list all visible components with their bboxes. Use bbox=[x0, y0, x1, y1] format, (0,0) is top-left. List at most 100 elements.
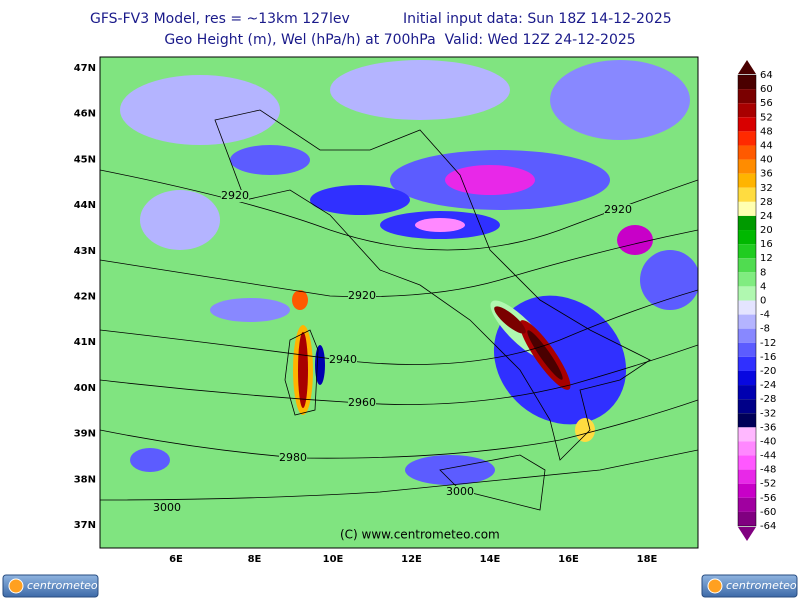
colorbar-top bbox=[738, 60, 756, 74]
colorbar-label: 36 bbox=[760, 169, 773, 180]
colorbar-label: -56 bbox=[760, 493, 776, 504]
lat-label: 38N bbox=[74, 474, 96, 485]
lon-label: 10E bbox=[323, 554, 344, 565]
colorbar-label: -48 bbox=[760, 465, 776, 476]
colorbar-label: 16 bbox=[760, 239, 773, 250]
colorbar-band bbox=[738, 159, 756, 174]
colorbar-label: 0 bbox=[760, 296, 766, 307]
colorbar-band bbox=[738, 385, 756, 400]
colorbar-band bbox=[738, 145, 756, 160]
colorbar-label: 40 bbox=[760, 155, 773, 166]
contour-label: 2960 bbox=[348, 396, 376, 409]
colorbar-label: -60 bbox=[760, 507, 776, 518]
colorbar-band bbox=[738, 399, 756, 414]
colorbar-band bbox=[738, 187, 756, 202]
colorbar-bottom bbox=[738, 527, 756, 541]
colorbar-band bbox=[738, 89, 756, 104]
colorbar-label: -24 bbox=[760, 380, 776, 391]
colorbar-band bbox=[738, 413, 756, 428]
colorbar-label: -28 bbox=[760, 394, 776, 405]
colorbar-label: 28 bbox=[760, 197, 773, 208]
colorbar-band bbox=[738, 356, 756, 371]
colorbar-band bbox=[738, 511, 756, 526]
lon-label: 14E bbox=[480, 554, 501, 565]
logo-text: centrometeo bbox=[726, 579, 797, 592]
contour-label-bg bbox=[604, 204, 632, 216]
colorbar-label: 20 bbox=[760, 225, 773, 236]
contour-label-bg bbox=[348, 397, 376, 409]
lat-label: 41N bbox=[74, 337, 96, 348]
colorbar-label: -16 bbox=[760, 352, 776, 363]
lat-label: 40N bbox=[74, 383, 96, 394]
colorbar-label: 8 bbox=[760, 267, 766, 278]
lat-label: 47N bbox=[74, 63, 96, 74]
contour-label: 2920 bbox=[604, 203, 632, 216]
init-title: Initial input data: Sun 18Z 14-12-2025 bbox=[403, 11, 672, 27]
logo-left: centrometeo bbox=[2, 574, 99, 598]
lat-label: 45N bbox=[74, 154, 96, 165]
colorbar-label: -40 bbox=[760, 436, 776, 447]
colorbar-label: 48 bbox=[760, 126, 773, 137]
contour-label: 2920 bbox=[348, 289, 376, 302]
colorbar-band bbox=[738, 131, 756, 146]
colorbar-band bbox=[738, 497, 756, 512]
colorbar-label: -36 bbox=[760, 422, 776, 433]
lat-label: 37N bbox=[74, 520, 96, 531]
contour-label-bg bbox=[348, 290, 376, 302]
colorbar-label: -64 bbox=[760, 521, 776, 532]
colorbar-band bbox=[738, 328, 756, 343]
lat-label: 43N bbox=[74, 246, 96, 257]
lon-label: 18E bbox=[637, 554, 658, 565]
logo-right: centrometeo bbox=[701, 574, 798, 598]
contour-label: 2940 bbox=[329, 353, 357, 366]
colorbar-label: -44 bbox=[760, 451, 776, 462]
contour-label-bg bbox=[446, 486, 474, 498]
colorbar-band bbox=[738, 230, 756, 245]
lat-label: 46N bbox=[74, 109, 96, 120]
lat-label: 44N bbox=[74, 200, 96, 211]
contour-label-bg bbox=[221, 190, 249, 202]
colorbar-band bbox=[738, 427, 756, 442]
colorbar-label: 64 bbox=[760, 70, 773, 81]
colorbar-band bbox=[738, 244, 756, 259]
colorbar-band bbox=[738, 286, 756, 301]
colorbar-label: -20 bbox=[760, 366, 776, 377]
colorbar-band bbox=[738, 258, 756, 273]
colorbar-band bbox=[738, 300, 756, 315]
colorbar-label: 60 bbox=[760, 84, 773, 95]
colorbar-label: 24 bbox=[760, 211, 773, 222]
lon-label: 12E bbox=[401, 554, 422, 565]
lat-label: 39N bbox=[74, 429, 96, 440]
colorbar-band bbox=[738, 455, 756, 470]
contour-lines bbox=[100, 169, 698, 501]
colorbar-label: 52 bbox=[760, 112, 773, 123]
contour-label: 2980 bbox=[279, 451, 307, 464]
credit: (C) www.centrometeo.com bbox=[340, 528, 500, 542]
colorbar-label: -4 bbox=[760, 310, 770, 321]
map-frame bbox=[99, 56, 699, 549]
colorbar-band bbox=[738, 370, 756, 386]
contour-label-bg bbox=[279, 452, 307, 464]
contour-label-bg bbox=[153, 502, 181, 514]
colorbar-label: 12 bbox=[760, 253, 773, 264]
colorbar-band bbox=[738, 272, 756, 287]
colorbar-label: 56 bbox=[760, 98, 773, 109]
colorbar-band bbox=[738, 173, 756, 188]
colorbar-band bbox=[738, 314, 756, 329]
colorbar-band bbox=[738, 201, 756, 216]
colorbar-label: 4 bbox=[760, 281, 766, 292]
colorbar-band bbox=[738, 117, 756, 132]
map-field bbox=[100, 57, 698, 548]
lat-label: 42N bbox=[74, 292, 96, 303]
colorbar-band bbox=[738, 469, 756, 484]
field-title: Geo Height (m), Wel (hPa/h) at 700hPa Va… bbox=[164, 32, 635, 48]
model-title: GFS-FV3 Model, res = ~13km 127lev bbox=[90, 11, 350, 27]
colorbar-label: -12 bbox=[760, 338, 776, 349]
colorbar-label: -52 bbox=[760, 479, 776, 490]
lon-label: 6E bbox=[169, 554, 183, 565]
colorbar-label: 32 bbox=[760, 183, 773, 194]
colorbar-band bbox=[738, 483, 756, 498]
contour-label: 3000 bbox=[446, 485, 474, 498]
colorbar-band bbox=[738, 441, 756, 456]
